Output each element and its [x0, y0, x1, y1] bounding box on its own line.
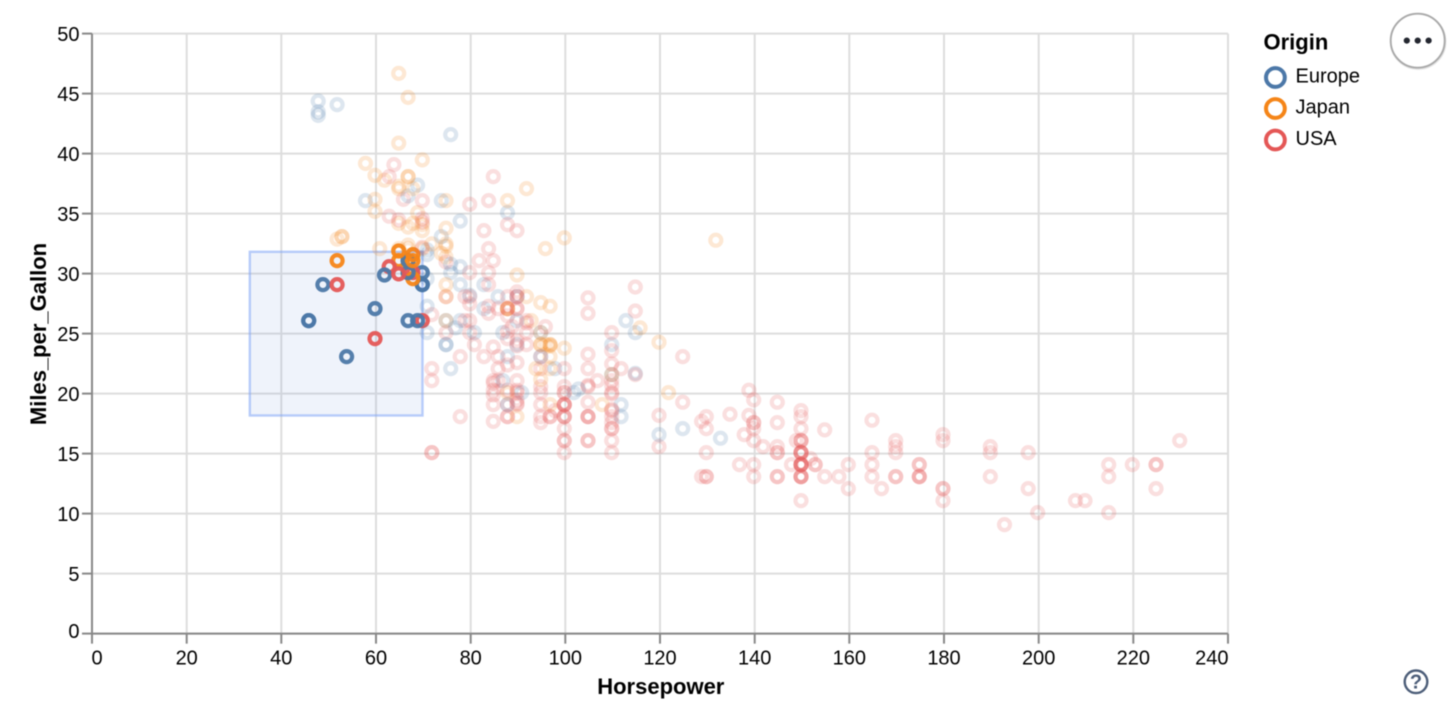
- svg-text:Origin: Origin: [1264, 30, 1329, 55]
- svg-text:15: 15: [57, 444, 79, 466]
- svg-text:5: 5: [68, 564, 79, 586]
- svg-text:0: 0: [92, 648, 103, 670]
- svg-text:100: 100: [549, 648, 582, 670]
- svg-text:220: 220: [1117, 648, 1150, 670]
- svg-text:180: 180: [927, 648, 960, 670]
- svg-text:30: 30: [57, 264, 79, 286]
- svg-text:Miles_per_Gallon: Miles_per_Gallon: [26, 243, 51, 425]
- svg-text:?: ?: [1410, 672, 1422, 694]
- svg-text:50: 50: [57, 24, 79, 46]
- svg-text:120: 120: [643, 648, 676, 670]
- svg-text:USA: USA: [1296, 128, 1338, 150]
- svg-text:35: 35: [57, 204, 79, 226]
- svg-text:Europe: Europe: [1296, 66, 1361, 88]
- svg-text:Japan: Japan: [1296, 97, 1351, 119]
- svg-text:20: 20: [176, 648, 198, 670]
- svg-text:80: 80: [460, 648, 482, 670]
- svg-text:20: 20: [57, 384, 79, 406]
- svg-text:160: 160: [833, 648, 866, 670]
- svg-text:0: 0: [68, 621, 79, 643]
- svg-text:Horsepower: Horsepower: [597, 674, 725, 699]
- svg-text:45: 45: [57, 84, 79, 106]
- svg-text:40: 40: [57, 144, 79, 166]
- svg-text:60: 60: [365, 648, 387, 670]
- svg-text:240: 240: [1195, 648, 1228, 670]
- svg-text:40: 40: [270, 648, 292, 670]
- svg-text:10: 10: [57, 504, 79, 526]
- svg-text:25: 25: [57, 324, 79, 346]
- svg-text:200: 200: [1022, 648, 1055, 670]
- svg-text:140: 140: [738, 648, 771, 670]
